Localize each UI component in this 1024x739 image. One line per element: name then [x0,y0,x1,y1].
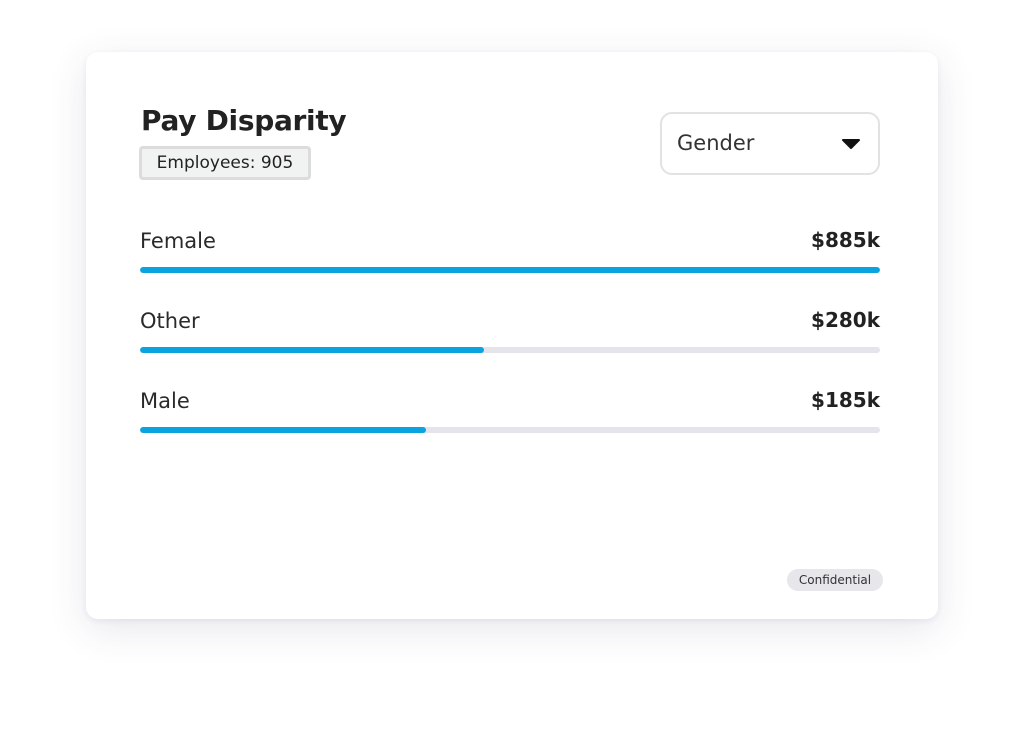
row-label: Other [140,309,200,333]
row-amount: $280k [811,308,880,332]
bar-track [140,347,880,353]
dropdown[interactable]: Gender [660,112,880,175]
row-label: Male [140,389,190,413]
row-amount: $885k [811,228,880,252]
bar-track [140,267,880,273]
bar-fill [140,347,485,353]
pay-card: Pay Disparity Employees: 905 Gender Conf… [86,52,938,619]
employee-count: Employees: 905 [139,146,311,180]
card-title: Pay Disparity [141,104,347,137]
confidential-badge: Confidential [787,569,883,591]
bar-fill [140,427,426,433]
chevron-icon [842,139,860,149]
row-label: Female [140,229,216,253]
row-amount: $185k [811,388,880,412]
bar-track [140,427,880,433]
dropdown-value: Gender [677,131,755,155]
bar-fill [140,267,880,273]
